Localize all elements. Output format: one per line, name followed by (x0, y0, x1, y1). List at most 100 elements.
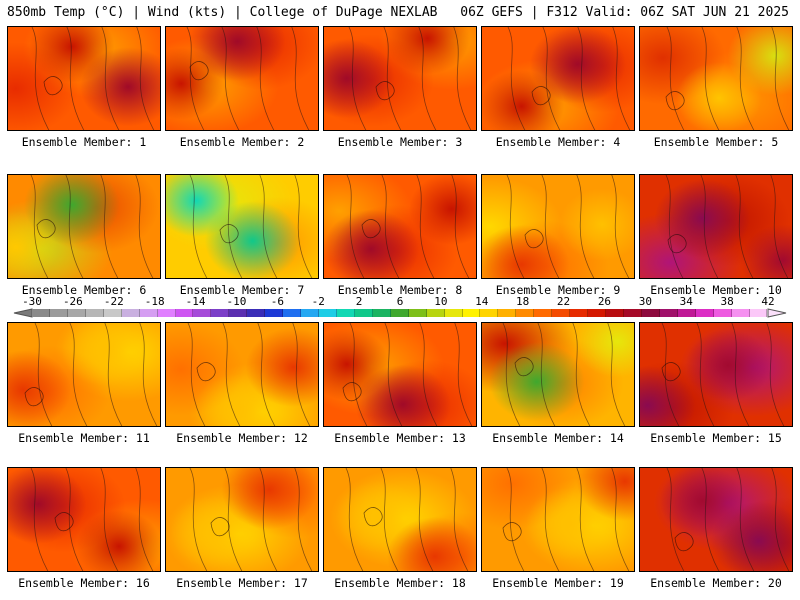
colorbar-swatch (49, 309, 68, 317)
colorbar-swatch (32, 309, 50, 317)
colorbar-tick-label: 10 (434, 295, 448, 308)
temperature-field (482, 27, 634, 130)
run-valid-time: 06Z GEFS | F312 Valid: 06Z SAT JUN 21 20… (460, 5, 789, 20)
terrain-outline (502, 522, 522, 542)
temperature-field (482, 468, 634, 571)
contour-line (736, 468, 755, 571)
contour-line (31, 27, 50, 130)
colorbar-swatches (32, 309, 768, 317)
contour-line (381, 175, 400, 278)
colorbar-tick-label: 38 (720, 295, 734, 308)
contour-line (66, 27, 85, 130)
contour-line (537, 323, 556, 426)
contour-line (506, 175, 525, 278)
colorbar-swatch (570, 309, 589, 317)
member-label-8: Ensemble Member: 8 (337, 283, 463, 297)
colorbar-tick-label: 22 (556, 295, 571, 308)
temperature-field (166, 323, 318, 426)
colorbar-swatch (659, 309, 678, 317)
terrain-outline (24, 387, 44, 407)
colorbar-swatch (265, 309, 284, 317)
contour-line (612, 27, 631, 130)
member-label-16: Ensemble Member: 16 (18, 576, 150, 590)
colorbar-swatch (139, 309, 158, 317)
member-map-9 (481, 174, 635, 279)
temperature-field (324, 323, 476, 426)
member-map-10 (639, 174, 793, 279)
member-map-15 (639, 322, 793, 427)
member-label-9: Ensemble Member: 9 (495, 283, 621, 297)
contour-line (65, 175, 84, 278)
colorbar-swatch (641, 309, 660, 317)
contour-line (666, 468, 685, 571)
contour-line (735, 175, 754, 278)
contour-line (135, 468, 154, 571)
contour-line (65, 468, 84, 571)
height-contours (189, 175, 313, 278)
colorbar-swatch (103, 309, 122, 317)
contour-line (771, 27, 790, 130)
contour-line (34, 323, 53, 426)
contour-line (611, 468, 630, 571)
contour-line (506, 468, 525, 571)
member-map-4 (481, 26, 635, 131)
contour-line (100, 468, 119, 571)
contour-line (507, 27, 526, 130)
temperature-field (640, 175, 792, 278)
contour-line (542, 27, 561, 130)
terrain-outline (189, 61, 209, 81)
contour-line (222, 323, 241, 426)
colorbar-swatch (193, 309, 212, 317)
contour-line (136, 27, 155, 130)
contour-line (416, 175, 435, 278)
terrain-outline (514, 357, 534, 377)
height-contours (187, 323, 311, 426)
contour-line (139, 323, 158, 426)
height-contours (31, 27, 155, 130)
colorbar-swatch (408, 309, 427, 317)
colorbar-swatch (480, 309, 499, 317)
contour-line (572, 323, 591, 426)
contour-line (576, 468, 595, 571)
member-map-14 (481, 322, 635, 427)
contour-line (766, 323, 785, 426)
terrain-outline (661, 362, 681, 382)
colorbar-swatch (623, 309, 642, 317)
contour-line (294, 468, 313, 571)
height-contours (665, 27, 790, 130)
colorbar-swatch (354, 309, 373, 317)
temperature-field (8, 27, 160, 130)
terrain-outline (54, 512, 74, 532)
contour-line (187, 323, 206, 426)
height-contours (506, 175, 630, 278)
colorbar-swatch (121, 309, 140, 317)
colorbar-swatch (677, 309, 696, 317)
terrain-outline (667, 234, 687, 254)
contour-line (30, 468, 49, 571)
contour-line (415, 468, 434, 571)
colorbar-tick-label: -18 (144, 295, 165, 308)
member-map-6 (7, 174, 161, 279)
terrain-outline (36, 219, 56, 239)
colorbar-swatch (319, 309, 337, 317)
colorbar-tick-label: -30 (22, 295, 42, 308)
colorbar-swatch (157, 309, 176, 317)
contour-line (224, 468, 243, 571)
temperature-field (640, 27, 792, 130)
member-label-12: Ensemble Member: 12 (176, 431, 308, 445)
colorbar-tick-label: 30 (638, 295, 652, 308)
terrain-outline (219, 224, 239, 244)
contour-line (731, 323, 750, 426)
colorbar-swatch (336, 309, 355, 317)
member-map-8 (323, 174, 477, 279)
colorbar-swatch (462, 309, 481, 317)
colorbar-right-arrow (767, 308, 787, 318)
height-contours (342, 323, 473, 426)
contour-line (383, 27, 402, 130)
temperature-field (8, 175, 160, 278)
colorbar-swatch (444, 309, 463, 317)
colorbar-swatch (85, 309, 104, 317)
member-label-17: Ensemble Member: 17 (176, 576, 308, 590)
member-label-13: Ensemble Member: 13 (334, 431, 466, 445)
contour-line (259, 175, 278, 278)
